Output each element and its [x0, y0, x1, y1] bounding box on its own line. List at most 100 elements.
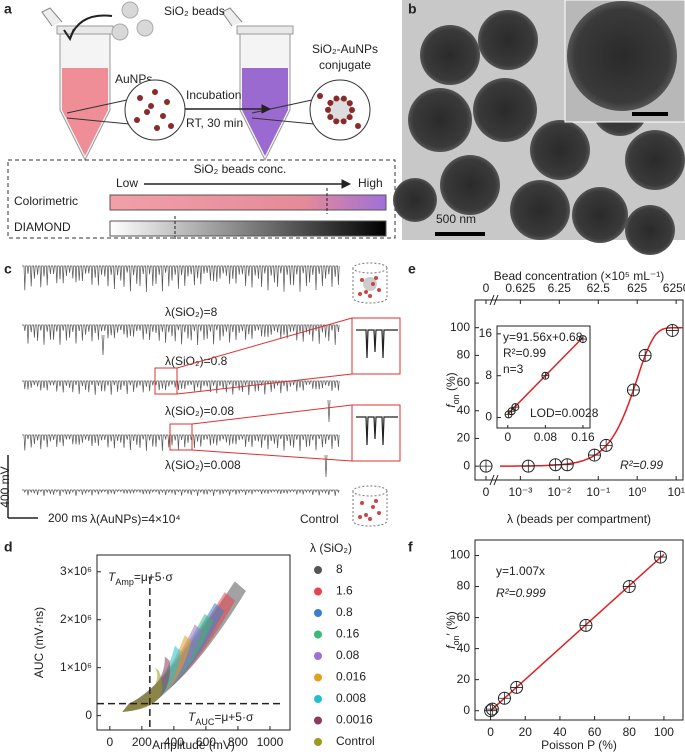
- nanoparticle: [360, 501, 364, 505]
- nanoparticle: [355, 123, 361, 129]
- x-tick-label: 40: [553, 725, 567, 739]
- nanoparticle: [134, 117, 140, 123]
- label: High: [358, 176, 383, 190]
- x-axis-label: Poisson P (%): [541, 738, 617, 752]
- x-tick-label: 0: [487, 725, 494, 739]
- label: y=91.56x+0.68: [503, 330, 583, 344]
- label: Low: [116, 176, 138, 190]
- legend-swatch: [314, 716, 322, 725]
- nanoparticle: [377, 511, 381, 515]
- text: =μ+5·σ: [134, 570, 174, 584]
- legend-label: 8: [336, 562, 343, 576]
- x-tick-label: 1000: [257, 735, 284, 749]
- tube-cap: [41, 7, 63, 27]
- bead: [111, 23, 129, 41]
- x2-tick-label: 6250: [663, 281, 685, 295]
- data-point: [579, 618, 593, 632]
- legend-label: Control: [336, 734, 375, 748]
- subscript: on: [451, 394, 461, 404]
- label: 400 mV: [0, 466, 12, 507]
- x-tick-label: 80: [623, 725, 637, 739]
- zoom-box: [169, 423, 193, 451]
- x-tick-label: 10⁻²: [547, 485, 571, 499]
- legend-label: 0.0016: [336, 713, 373, 727]
- compartment: [352, 268, 388, 304]
- data-point: [587, 448, 601, 462]
- y-tick-label: 20: [457, 431, 471, 445]
- data-point: [622, 580, 636, 594]
- y-tick-label: 0: [85, 708, 92, 722]
- label: n=3: [503, 362, 524, 376]
- nanoparticle: [340, 118, 347, 125]
- marker-cross: [627, 384, 640, 396]
- data-point: [626, 383, 640, 397]
- y-tick-label: 8: [485, 368, 492, 382]
- x2-tick-label: 6.25: [548, 281, 572, 295]
- axis-label: fon′ (%): [444, 611, 461, 649]
- legend-label: 1.6: [336, 584, 353, 598]
- zoom-line: [251, 117, 315, 125]
- dashed-box: [7, 159, 396, 239]
- x-tick-label: 10¹: [667, 485, 684, 499]
- trace-spike: [327, 399, 331, 423]
- x-tick-label: 10⁻¹: [586, 485, 610, 499]
- panel-label: a: [4, 1, 12, 17]
- zoom-line: [176, 373, 353, 395]
- nanoparticle: [154, 125, 160, 131]
- nanoparticle: [144, 109, 150, 115]
- label: DIAMOND: [14, 220, 71, 234]
- marker-cross: [508, 407, 516, 415]
- marker-cross: [480, 460, 492, 473]
- subscript: Amp: [115, 577, 134, 587]
- legend-swatch: [314, 630, 322, 639]
- y-tick-label: 60: [457, 375, 471, 389]
- x2-axis-label: Bead concentration (×10⁵ mL⁻¹): [494, 269, 664, 283]
- scale-bar: [632, 112, 668, 116]
- legend-swatch: [314, 673, 322, 682]
- x-tick-label: 400: [164, 735, 184, 749]
- nanoparticle: [374, 276, 378, 280]
- zoom-line: [66, 117, 130, 125]
- plot-frame: [474, 539, 684, 721]
- compartment: [352, 491, 388, 527]
- scale-bar: [435, 232, 485, 236]
- sio2-bead: [408, 88, 472, 152]
- zoom-line: [176, 317, 353, 369]
- sio2-bead: [440, 155, 500, 215]
- text: (%): [444, 372, 458, 394]
- tube-rim: [236, 25, 294, 35]
- x-tick-label: 0: [504, 430, 511, 444]
- marker-cross: [666, 324, 679, 337]
- diamond-bar: [109, 220, 387, 237]
- label: Colorimetric: [14, 194, 78, 208]
- nanoparticle: [358, 515, 362, 519]
- legend-label: 0.8: [336, 605, 353, 619]
- data-point: [541, 371, 550, 380]
- data-point: [599, 438, 613, 452]
- sio2-bead: [572, 187, 628, 243]
- label: λ(SiO₂)=0.08: [165, 404, 234, 418]
- data-point: [665, 323, 679, 337]
- marker-cross: [511, 403, 519, 411]
- x-tick-label: 600: [196, 735, 216, 749]
- trace-spike: [324, 454, 328, 478]
- panel-label: d: [4, 539, 13, 555]
- nanoparticle: [368, 517, 372, 521]
- y-tick-label: 0: [463, 458, 470, 472]
- nanoparticle: [374, 499, 378, 503]
- y-tick-label: 0: [485, 410, 492, 424]
- data-point: [653, 550, 667, 564]
- nanoparticle: [164, 99, 170, 105]
- x-tick-label: 20: [519, 725, 533, 739]
- zoom-line: [66, 99, 128, 114]
- label: SiO₂ beads conc.: [194, 162, 287, 176]
- trace: [22, 489, 340, 497]
- nanoparticle: [317, 93, 323, 99]
- sio2-bead: [393, 178, 437, 222]
- arrowhead: [261, 104, 272, 114]
- label: y=1.007x: [496, 564, 545, 578]
- x-tick-label: 0.08: [534, 430, 558, 444]
- axis-label: TAmp=μ+5·σ: [108, 570, 173, 587]
- legend-title: λ (SiO₂): [310, 541, 352, 555]
- axis-label: TAUC=μ+5·σ: [188, 710, 254, 727]
